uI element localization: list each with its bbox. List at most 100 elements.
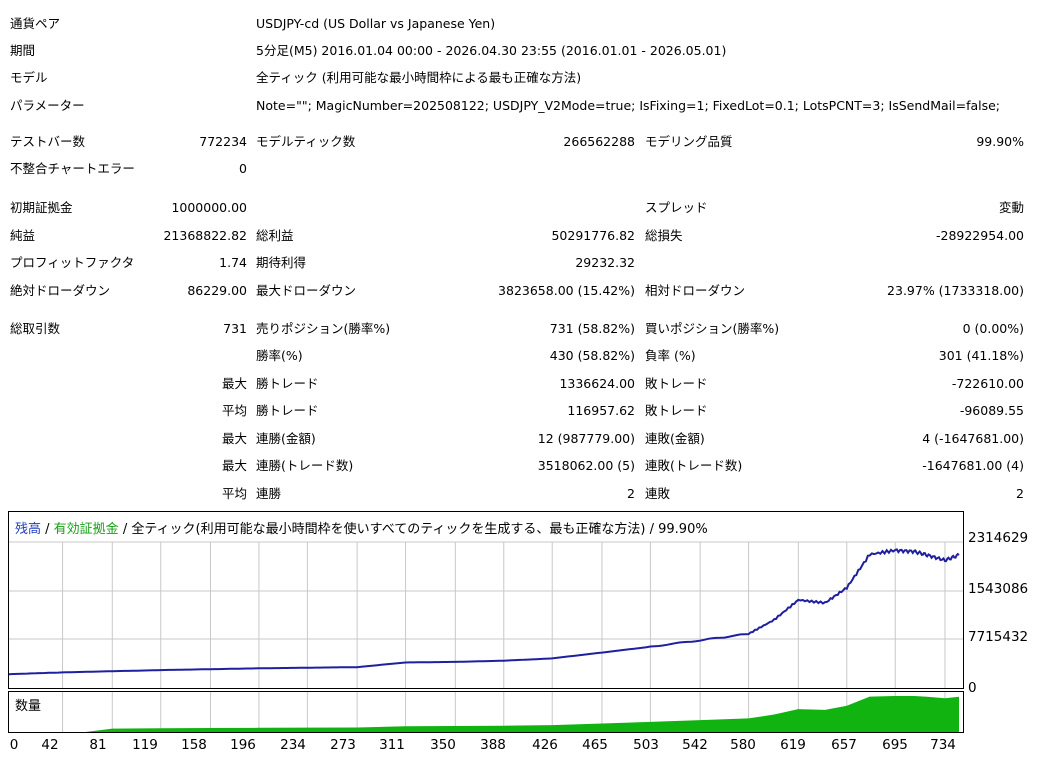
stat-label: テストバー数 (10, 134, 86, 149)
stat-label: 初期証拠金 (10, 200, 73, 215)
stat-value: 23.97% (1733318.00) (887, 283, 1024, 298)
volume-title: 数量 (15, 699, 42, 714)
volume-chart: 数量 (8, 691, 964, 733)
stat-value: 3518062.00 (5) (537, 458, 635, 473)
balance-chart-svg (9, 541, 963, 688)
stat-value: 21368822.82 (163, 228, 247, 243)
stat-label: 総取引数 (10, 321, 61, 336)
x-tick-label: 580 (730, 737, 756, 753)
stat-label: 敗トレード (645, 376, 708, 391)
stat-value: 最大 (221, 376, 247, 391)
y-tick-label: 1543086 (968, 581, 1029, 597)
x-tick-label: 196 (230, 737, 256, 753)
x-tick-label: 234 (280, 737, 306, 753)
stat-value: 2 (627, 486, 635, 501)
stat-value: 変動 (998, 200, 1024, 215)
stat-label: 総損失 (645, 228, 683, 243)
info-label: モデル (10, 70, 48, 85)
stat-value: -1647681.00 (4) (922, 458, 1024, 473)
stat-label: 連敗 (645, 486, 671, 501)
x-tick-label: 350 (430, 737, 456, 753)
x-tick-label: 388 (480, 737, 506, 753)
stat-label: 総利益 (256, 228, 294, 243)
stat-value: 266562288 (563, 134, 635, 149)
x-tick-label: 119 (132, 737, 158, 753)
x-tick-label: 0 (9, 737, 19, 753)
stat-label: プロフィットファクタ (10, 255, 135, 270)
info-label: 通貨ペア (10, 16, 61, 31)
stat-label: 売りポジション(勝率%) (256, 321, 391, 336)
x-tick-label: 311 (379, 737, 405, 753)
info-label: 期間 (10, 43, 36, 58)
x-tick-label: 695 (882, 737, 908, 753)
stat-value: 平均 (221, 486, 247, 501)
x-tick-label: 734 (930, 737, 956, 753)
x-tick-label: 81 (89, 737, 107, 753)
stat-value: 1336624.00 (559, 376, 635, 391)
x-tick-label: 426 (532, 737, 558, 753)
volume-area (85, 696, 959, 732)
stat-value: 29232.32 (575, 255, 635, 270)
legend-balance: 残高 (15, 522, 42, 537)
stat-value: 平均 (221, 403, 247, 418)
stat-value: 1.74 (219, 255, 247, 270)
stat-label: 純益 (10, 228, 36, 243)
stat-value: 0 (239, 161, 247, 176)
stat-value: 3823658.00 (15.42%) (498, 283, 635, 298)
balance-chart: 残高 / 有効証拠金 / 全ティック(利用可能な最小時間枠を使いすべてのティック… (8, 511, 964, 689)
stat-value: 2 (1016, 486, 1024, 501)
info-value: 全ティック (利用可能な最小時間枠による最も正確な方法) (256, 70, 582, 85)
x-tick-label: 542 (682, 737, 708, 753)
stat-value: 430 (58.82%) (549, 348, 635, 363)
stat-value: -28922954.00 (935, 228, 1024, 243)
stat-label: 負率 (%) (645, 348, 696, 363)
stat-value: 0 (0.00%) (962, 321, 1024, 336)
legend-separator: / (41, 522, 54, 537)
stat-value: 50291776.82 (551, 228, 635, 243)
stat-label: 連敗(トレード数) (645, 458, 743, 473)
stat-label: 最大ドローダウン (256, 283, 357, 298)
stat-label: スプレッド (645, 200, 708, 215)
y-tick-label: 0 (968, 680, 977, 696)
stat-label: 勝トレード (256, 376, 319, 391)
stat-label: 連勝(金額) (256, 431, 316, 446)
stat-label: モデルティック数 (256, 134, 356, 149)
stat-label: 勝トレード (256, 403, 319, 418)
stat-value: 12 (987779.00) (537, 431, 635, 446)
x-tick-label: 657 (831, 737, 857, 753)
stat-value: 301 (41.18%) (938, 348, 1024, 363)
stat-value: 4 (-1647681.00) (922, 431, 1024, 446)
stat-value: -722610.00 (951, 376, 1024, 391)
legend-equity: 有効証拠金 (53, 522, 119, 537)
stat-label: 連勝 (256, 486, 282, 501)
x-tick-label: 273 (330, 737, 356, 753)
y-tick-label: 2314629 (968, 530, 1029, 546)
stat-label: 絶対ドローダウン (10, 283, 111, 298)
balance-line (9, 548, 960, 676)
y-tick-label: 7715432 (968, 629, 1029, 645)
stat-label: 買いポジション(勝率%) (645, 321, 780, 336)
stat-value: 最大 (221, 431, 247, 446)
info-value: 5分足(M5) 2016.01.04 00:00 - 2026.04.30 23… (256, 43, 727, 58)
stat-label: 不整合チャートエラー (10, 161, 135, 176)
legend-description: / 全ティック(利用可能な最小時間枠を使いすべてのティックを生成する、最も正確な… (118, 522, 708, 537)
x-tick-label: 465 (582, 737, 608, 753)
info-value: Note=""; MagicNumber=202508122; USDJPY_V… (256, 98, 1001, 113)
info-value: USDJPY-cd (US Dollar vs Japanese Yen) (256, 16, 496, 31)
stat-value: 116957.62 (567, 403, 635, 418)
stat-label: 敗トレード (645, 403, 708, 418)
stat-label: モデリング品質 (645, 134, 733, 149)
stat-label: 期待利得 (256, 255, 307, 270)
stat-value: 731 (58.82%) (549, 321, 635, 336)
stat-value: 最大 (221, 458, 247, 473)
stat-label: 相対ドローダウン (645, 283, 746, 298)
stat-value: -96089.55 (959, 403, 1024, 418)
x-tick-label: 42 (41, 737, 59, 753)
stat-value: 86229.00 (187, 283, 247, 298)
chart-legend: 残高 / 有効証拠金 / 全ティック(利用可能な最小時間枠を使いすべてのティック… (15, 518, 708, 537)
stat-value: 772234 (199, 134, 247, 149)
stat-label: 勝率(%) (256, 348, 303, 363)
x-tick-label: 619 (780, 737, 806, 753)
x-tick-label: 503 (633, 737, 659, 753)
info-label: パラメーター (10, 98, 85, 113)
